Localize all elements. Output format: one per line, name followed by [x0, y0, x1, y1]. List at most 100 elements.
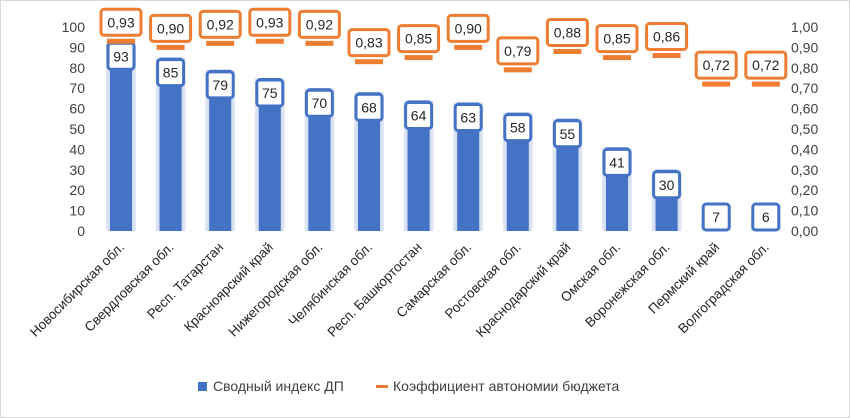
- ratio-value-label: 0,79: [504, 43, 531, 59]
- bar-value-label-box: [701, 202, 731, 232]
- ratio-marker: [255, 38, 284, 44]
- bar: [159, 57, 182, 231]
- ratio-marker: [404, 55, 433, 61]
- ratio-value-label: 0,85: [603, 31, 630, 47]
- right-axis-tick-label: 0,90: [791, 39, 818, 55]
- bar-value-label-box: [552, 119, 582, 149]
- ratio-value-label: 0,93: [256, 14, 283, 30]
- left-axis-tick-label: 70: [69, 80, 85, 96]
- left-axis-tick-label: 10: [69, 203, 85, 219]
- bar-value-label: 79: [212, 77, 228, 93]
- category-label: Респ. Башкортостан: [324, 240, 424, 340]
- bar-value-label: 55: [560, 126, 576, 142]
- ratio-value-label-box: [545, 17, 589, 47]
- bar-value-label-box: [354, 92, 384, 122]
- bar: [308, 88, 331, 231]
- right-axis-tick-label: 0,70: [791, 80, 818, 96]
- right-axis-tick-label: 0,30: [791, 162, 818, 178]
- ratio-value-label-box: [595, 24, 639, 54]
- bar-value-label: 6: [762, 209, 770, 225]
- ratio-value-label: 0,90: [455, 20, 482, 36]
- legend-swatch-ratio: [376, 385, 388, 388]
- ratio-value-label-box: [149, 13, 193, 43]
- bar: [209, 69, 232, 231]
- ratio-marker: [751, 81, 780, 87]
- bar-value-label: 85: [163, 65, 179, 81]
- ratio-value-label-box: [297, 9, 341, 39]
- right-axis-tick-label: 0,00: [791, 223, 818, 239]
- left-axis: 0 10 20 30 40 50 60 70 80 90 100: [62, 19, 86, 239]
- bar: [258, 78, 281, 231]
- category-label: Волгоградская обл.: [675, 240, 772, 337]
- ratio-marker: [603, 55, 631, 61]
- ratio-value-label-box: [694, 50, 738, 80]
- category-axis: Новосибирская обл.Свердловская обл. Респ.…: [27, 240, 772, 341]
- ratio-value-label-box: [198, 9, 242, 39]
- right-axis-tick-label: 0,60: [791, 101, 818, 117]
- bar-value-label-box: [404, 100, 434, 130]
- left-axis-tick-label: 40: [69, 141, 85, 157]
- bar-value-label: 41: [609, 154, 625, 170]
- ratio-marker: [305, 40, 334, 46]
- ratio-marker: [355, 59, 383, 65]
- bar-series: 93 85 79 75 70 68 64 63 58 55 41 30 7 6: [106, 41, 781, 232]
- ratio-value-label: 0,83: [355, 35, 382, 51]
- right-axis-tick-label: 0,10: [791, 203, 818, 219]
- bar: [506, 112, 529, 231]
- bar-value-label-box: [255, 78, 285, 108]
- category-label: Челябинская обл.: [285, 240, 375, 330]
- ratio-marker: [156, 44, 185, 50]
- left-axis-tick-label: 0: [77, 223, 85, 239]
- left-axis-tick-label: 60: [69, 101, 85, 117]
- ratio-marker: [652, 53, 681, 59]
- ratio-value-label: 0,93: [107, 14, 134, 30]
- bar-value-label-box: [503, 113, 533, 143]
- right-axis-tick-label: 0,80: [791, 60, 818, 76]
- bar-value-label: 58: [510, 120, 526, 136]
- legend-swatch-bars: [198, 382, 207, 391]
- ratio-value-label-box: [496, 36, 540, 66]
- ratio-value-label-box: [99, 7, 143, 37]
- right-axis-tick-label: 0,40: [791, 141, 818, 157]
- ratio-value-label: 0,92: [207, 16, 234, 32]
- ratio-marker: [107, 38, 135, 44]
- left-axis-tick-label: 100: [62, 19, 86, 35]
- bar: [407, 100, 430, 231]
- ratio-marker: [702, 81, 731, 87]
- ratio-value-label: 0,85: [405, 31, 432, 47]
- bar: [457, 102, 480, 231]
- bar-value-label-box: [304, 88, 334, 118]
- ratio-series: 0,93 0,90 0,92 0,93 0,92 0,83 0,85 0,90 0,79 0,88…: [99, 7, 788, 87]
- bar-value-label-box: [156, 58, 186, 88]
- bar-value-label: 75: [262, 85, 278, 101]
- ratio-value-label: 0,92: [306, 16, 333, 32]
- ratio-marker: [503, 67, 532, 73]
- ratio-value-label-box: [248, 7, 292, 37]
- ratio-value-label: 0,86: [653, 29, 680, 45]
- ratio-value-label-box: [446, 13, 490, 43]
- bar-value-label-box: [751, 202, 781, 232]
- left-axis-tick-label: 30: [69, 162, 85, 178]
- category-label: Свердловская обл.: [81, 240, 176, 335]
- bar-value-label-box: [602, 147, 632, 177]
- left-axis-tick-label: 50: [69, 121, 85, 137]
- bar-value-label-box: [453, 102, 483, 132]
- bar-value-label: 70: [312, 95, 328, 111]
- right-axis-tick-label: 0,50: [791, 121, 818, 137]
- ratio-marker: [454, 44, 483, 50]
- bar-value-label-box: [652, 170, 682, 200]
- category-label: Нижегородская обл.: [226, 240, 326, 340]
- right-axis: 0,00 0,10 0,20 0,30 0,40 0,50 0,60 0,70 0,80 0,90…: [791, 19, 818, 239]
- ratio-marker: [553, 48, 582, 54]
- ratio-value-label-box: [645, 22, 689, 52]
- bar-value-label: 63: [460, 109, 476, 125]
- ratio-value-label-box: [744, 50, 788, 80]
- legend: Сводный индекс ДП Коэффициент автономии б…: [198, 378, 620, 394]
- bar-value-label: 64: [411, 107, 427, 123]
- left-axis-tick-label: 80: [69, 60, 85, 76]
- left-axis-tick-label: 90: [69, 39, 85, 55]
- legend-label-ratio: Коэффициент автономии бюджета: [393, 378, 620, 394]
- bar-value-label-box: [205, 70, 235, 100]
